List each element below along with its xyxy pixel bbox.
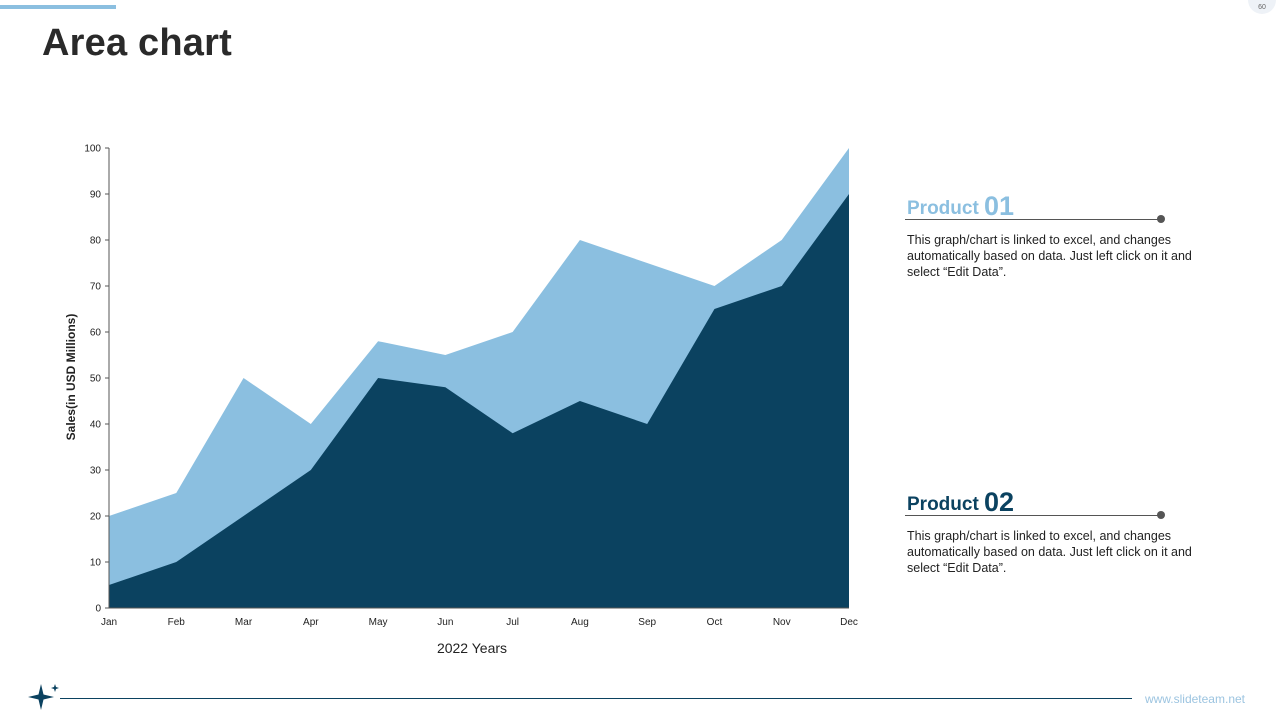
x-tick-label: Apr	[303, 617, 319, 628]
x-tick-label: Sep	[638, 617, 656, 628]
product-02-divider	[905, 515, 1161, 516]
y-tick-label: 80	[90, 236, 102, 247]
product-02-dot	[1157, 511, 1165, 519]
x-tick-label: Nov	[773, 617, 791, 628]
y-tick-label: 50	[90, 374, 102, 385]
x-axis-title: 2022 Years	[437, 640, 507, 656]
slide-title: Area chart	[42, 22, 232, 64]
y-tick-label: 90	[90, 190, 102, 201]
product-02-block: Product 02 This graph/chart is linked to…	[905, 482, 1217, 576]
y-tick-label: 20	[90, 512, 102, 523]
x-tick-label: Feb	[168, 617, 186, 628]
y-tick-label: 40	[90, 420, 102, 431]
x-tick-label: May	[369, 617, 388, 628]
area-series-2	[109, 194, 849, 608]
product-01-name: Product	[907, 198, 979, 219]
product-01-divider	[905, 219, 1161, 220]
top-accent-bar	[0, 5, 116, 9]
product-01-number: 01	[984, 191, 1015, 221]
y-tick-label: 30	[90, 466, 102, 477]
y-tick-label: 10	[90, 558, 102, 569]
y-axis-title: Sales(in USD Millions)	[64, 314, 78, 441]
x-tick-label: Jan	[101, 617, 117, 628]
product-02-heading: Product 02	[907, 482, 1217, 517]
product-02-name: Product	[907, 494, 979, 515]
y-tick-label: 70	[90, 282, 102, 293]
x-tick-label: Dec	[840, 617, 858, 628]
product-01-block: Product 01 This graph/chart is linked to…	[905, 186, 1217, 280]
y-tick-label: 0	[95, 604, 101, 615]
sparkle-icon	[28, 684, 59, 710]
footer-divider	[60, 698, 1132, 699]
footer-url: www.slideteam.net	[1144, 692, 1245, 706]
product-02-number: 02	[984, 487, 1015, 517]
x-tick-label: Mar	[235, 617, 253, 628]
x-tick-label: Aug	[571, 617, 589, 628]
x-tick-label: Oct	[707, 617, 723, 628]
y-tick-label: 100	[84, 144, 101, 155]
x-tick-label: Jun	[437, 617, 453, 628]
x-tick-label: Jul	[506, 617, 519, 628]
y-tick-label: 60	[90, 328, 102, 339]
product-01-dot	[1157, 215, 1165, 223]
product-02-description: This graph/chart is linked to excel, and…	[907, 529, 1192, 575]
page-number: 60	[1248, 0, 1276, 14]
product-01-heading: Product 01	[907, 186, 1217, 221]
product-01-description: This graph/chart is linked to excel, and…	[907, 233, 1192, 279]
